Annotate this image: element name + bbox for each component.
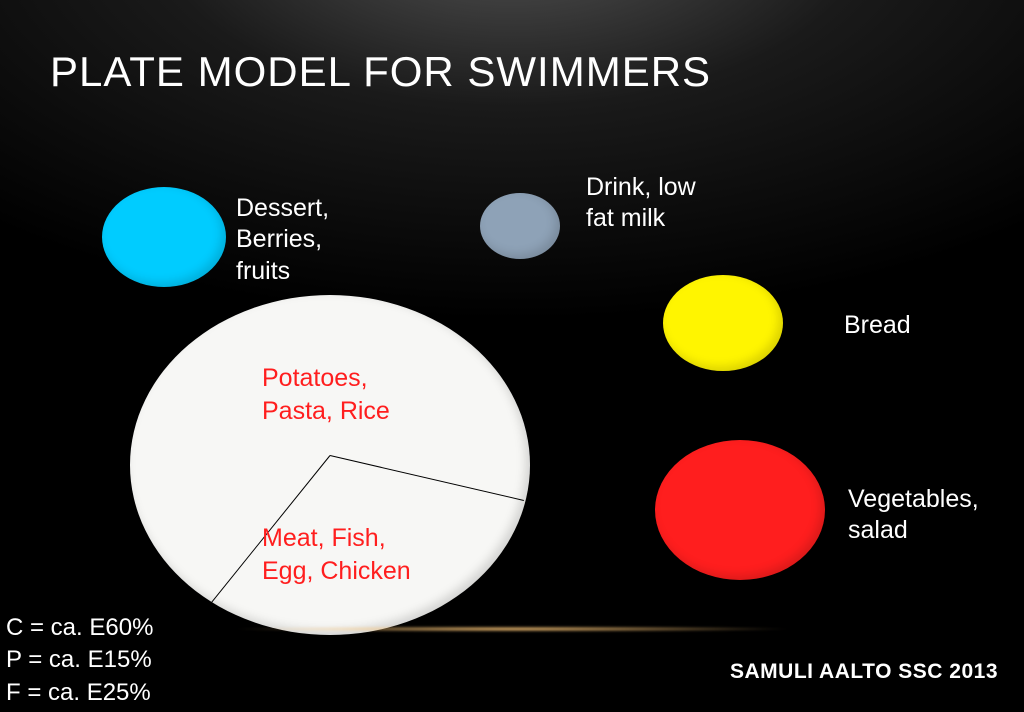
plate-text-carbs: Potatoes, Pasta, Rice — [262, 362, 390, 427]
bread-label: Bread — [844, 310, 911, 341]
dessert-label: Dessert, Berries, fruits — [236, 193, 329, 287]
macronutrient-legend: C = ca. E60% P = ca. E15% F = ca. E25% — [6, 612, 153, 709]
attribution-text: SAMULI AALTO SSC 2013 — [730, 660, 998, 684]
drink-circle — [480, 193, 560, 259]
drink-label: Drink, low fat milk — [586, 172, 696, 235]
bread-circle — [663, 275, 783, 371]
plate-text-protein: Meat, Fish, Egg, Chicken — [262, 522, 411, 587]
slide-root: PLATE MODEL FOR SWIMMERS Potatoes, Pasta… — [0, 0, 1024, 712]
vegetables-label: Vegetables, salad — [848, 484, 979, 547]
slide-title: PLATE MODEL FOR SWIMMERS — [50, 48, 711, 96]
vegetables-circle — [655, 440, 825, 580]
decorative-glow — [232, 626, 792, 632]
dessert-circle — [102, 187, 226, 287]
